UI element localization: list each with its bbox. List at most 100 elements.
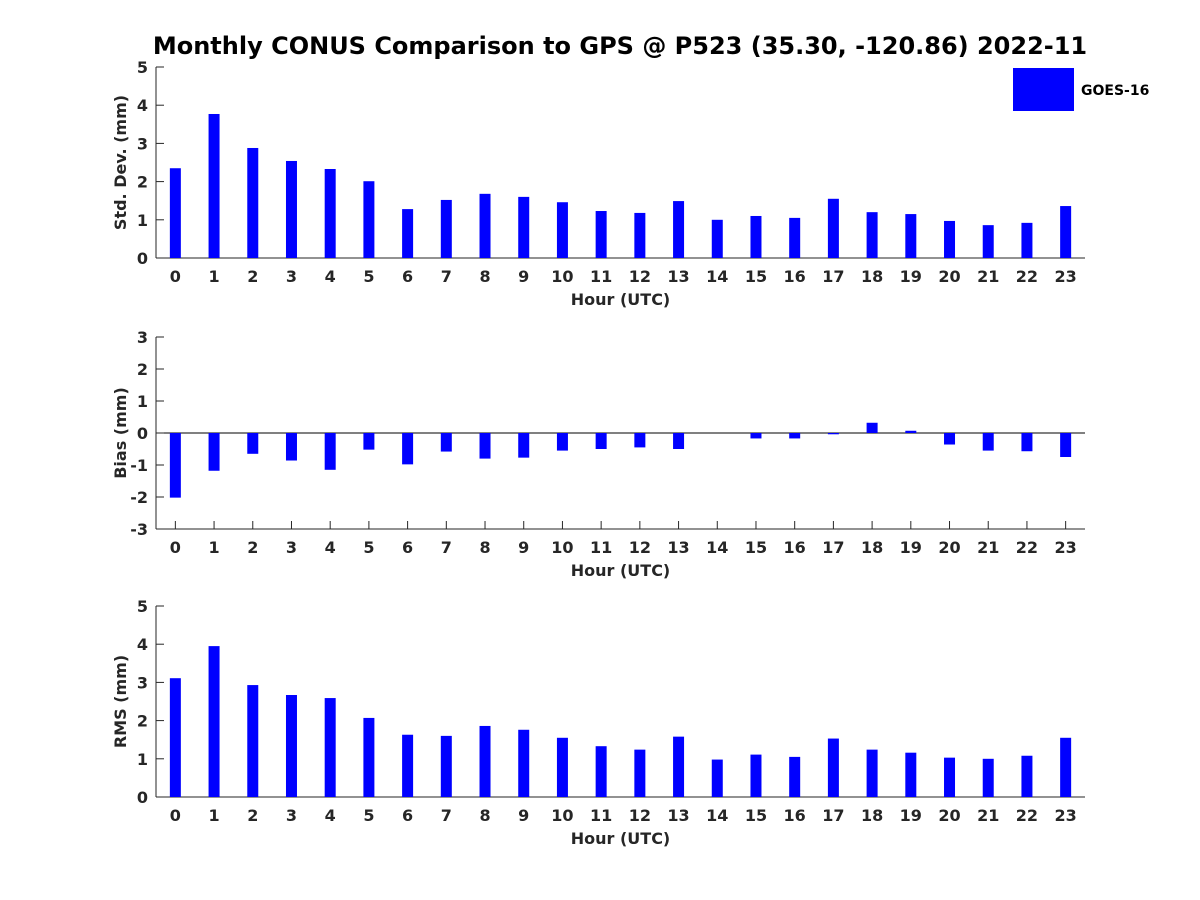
rms-x-tick-label: 4 <box>325 806 336 825</box>
rms-bar-hour-9 <box>518 729 530 797</box>
bias-x-tick-label: 18 <box>861 538 883 557</box>
bias-x-tick-label: 15 <box>745 538 767 557</box>
rms-bar-hour-10 <box>556 737 568 797</box>
std-dev-x-tick-label: 1 <box>208 267 219 286</box>
bias-x-tick-label: 2 <box>247 538 258 557</box>
rms-x-tick-label: 14 <box>706 806 728 825</box>
bias-y-tick-label: -3 <box>130 520 148 539</box>
std-dev-bar-hour-20 <box>944 220 956 258</box>
std-dev-bar-hour-18 <box>866 212 878 258</box>
rms-x-tick-label: 21 <box>977 806 999 825</box>
bias-bar-hour-15 <box>750 433 762 439</box>
rms-x-tick-label: 23 <box>1055 806 1077 825</box>
rms-x-tick-label: 15 <box>745 806 767 825</box>
rms-x-axis-label: Hour (UTC) <box>571 829 671 848</box>
bias-y-axis-label: Bias (mm) <box>111 387 130 479</box>
bias-x-tick-label: 7 <box>441 538 452 557</box>
std-dev-bar-hour-1 <box>208 113 220 259</box>
std-dev-bar-hour-3 <box>285 160 297 258</box>
bias-bar-hour-3 <box>285 433 297 461</box>
std-dev-x-tick-label: 12 <box>629 267 651 286</box>
bias-bar-hour-16 <box>789 433 801 439</box>
std-dev-x-tick-label: 23 <box>1055 267 1077 286</box>
bias-x-tick-label: 9 <box>518 538 529 557</box>
bias-bar-hour-7 <box>440 433 452 452</box>
rms-x-tick-label: 16 <box>784 806 806 825</box>
rms-y-tick-label: 2 <box>137 712 148 731</box>
rms-y-tick-label: 1 <box>137 750 148 769</box>
std-dev-x-tick-label: 14 <box>706 267 728 286</box>
std-dev-bar-hour-9 <box>518 196 530 258</box>
bias-x-tick-label: 8 <box>479 538 490 557</box>
bias-bar-hour-18 <box>866 422 878 433</box>
bias-x-tick-label: 16 <box>784 538 806 557</box>
std-dev-x-tick-label: 13 <box>667 267 689 286</box>
bias-bar-hour-13 <box>673 433 685 449</box>
bias-bar-hour-2 <box>247 433 259 454</box>
rms-x-tick-label: 11 <box>590 806 612 825</box>
std-dev-x-axis-label: Hour (UTC) <box>571 290 671 309</box>
rms-y-tick-label: 0 <box>137 788 148 807</box>
bias-y-tick-label: 2 <box>137 360 148 379</box>
rms-x-tick-label: 13 <box>667 806 689 825</box>
bias-bar-hour-12 <box>634 433 646 448</box>
rms-bar-hour-20 <box>944 757 956 797</box>
rms-bar-hour-12 <box>634 749 646 797</box>
rms-bar-hour-5 <box>363 717 375 797</box>
chart-title: Monthly CONUS Comparison to GPS @ P523 (… <box>153 32 1087 60</box>
bias-x-tick-label: 19 <box>900 538 922 557</box>
rms-x-tick-label: 20 <box>938 806 960 825</box>
rms-bar-hour-2 <box>247 685 259 797</box>
rms-bar-hour-23 <box>1060 737 1072 797</box>
std-dev-x-tick-label: 20 <box>938 267 960 286</box>
rms-x-tick-label: 19 <box>900 806 922 825</box>
std-dev-bar-hour-23 <box>1060 206 1072 258</box>
std-dev-bar-hour-17 <box>827 198 839 258</box>
rms-x-tick-label: 5 <box>363 806 374 825</box>
bias-bar-hour-6 <box>402 433 414 465</box>
rms-bar-hour-17 <box>827 738 839 797</box>
bias-x-tick-label: 3 <box>286 538 297 557</box>
bias-bar-hour-17 <box>827 433 839 435</box>
rms-bar-hour-3 <box>285 695 297 797</box>
bias-bar-hour-4 <box>324 433 336 470</box>
std-dev-y-axis-label: Std. Dev. (mm) <box>111 95 130 230</box>
bias-x-tick-label: 21 <box>977 538 999 557</box>
bias-y-tick-label: 0 <box>137 424 148 443</box>
std-dev-y-tick-label: 0 <box>137 249 148 268</box>
bias-x-tick-label: 17 <box>822 538 844 557</box>
bias-bar-hour-0 <box>169 433 181 498</box>
std-dev-x-tick-label: 3 <box>286 267 297 286</box>
rms-bar-hour-1 <box>208 646 220 797</box>
std-dev-bar-hour-10 <box>556 202 568 258</box>
legend-swatch-goes-16 <box>1013 68 1074 111</box>
std-dev-y-tick-label: 3 <box>137 134 148 153</box>
std-dev-x-tick-label: 2 <box>247 267 258 286</box>
std-dev-bar-hour-15 <box>750 215 762 258</box>
bias-x-tick-label: 10 <box>551 538 573 557</box>
bias-x-tick-label: 20 <box>938 538 960 557</box>
std-dev-x-tick-label: 4 <box>325 267 336 286</box>
std-dev-y-tick-label: 5 <box>137 58 148 77</box>
rms-y-tick-label: 5 <box>137 597 148 616</box>
std-dev-bar-hour-14 <box>711 219 723 258</box>
std-dev-bar-hour-19 <box>905 214 917 258</box>
std-dev-x-tick-label: 7 <box>441 267 452 286</box>
std-dev-bar-hour-4 <box>324 168 336 258</box>
bias-x-axis-label: Hour (UTC) <box>571 561 671 580</box>
rms-y-tick-label: 4 <box>137 635 148 654</box>
bias-x-tick-label: 12 <box>629 538 651 557</box>
rms-bar-hour-0 <box>169 678 181 797</box>
rms-x-tick-label: 7 <box>441 806 452 825</box>
std-dev-bar-hour-8 <box>479 193 491 258</box>
bias-bar-hour-1 <box>208 433 220 471</box>
bias-y-tick-label: 3 <box>137 328 148 347</box>
bias-x-tick-label: 5 <box>363 538 374 557</box>
std-dev-bar-hour-0 <box>169 168 181 258</box>
bias-bar-hour-9 <box>518 433 530 458</box>
std-dev-x-tick-label: 5 <box>363 267 374 286</box>
